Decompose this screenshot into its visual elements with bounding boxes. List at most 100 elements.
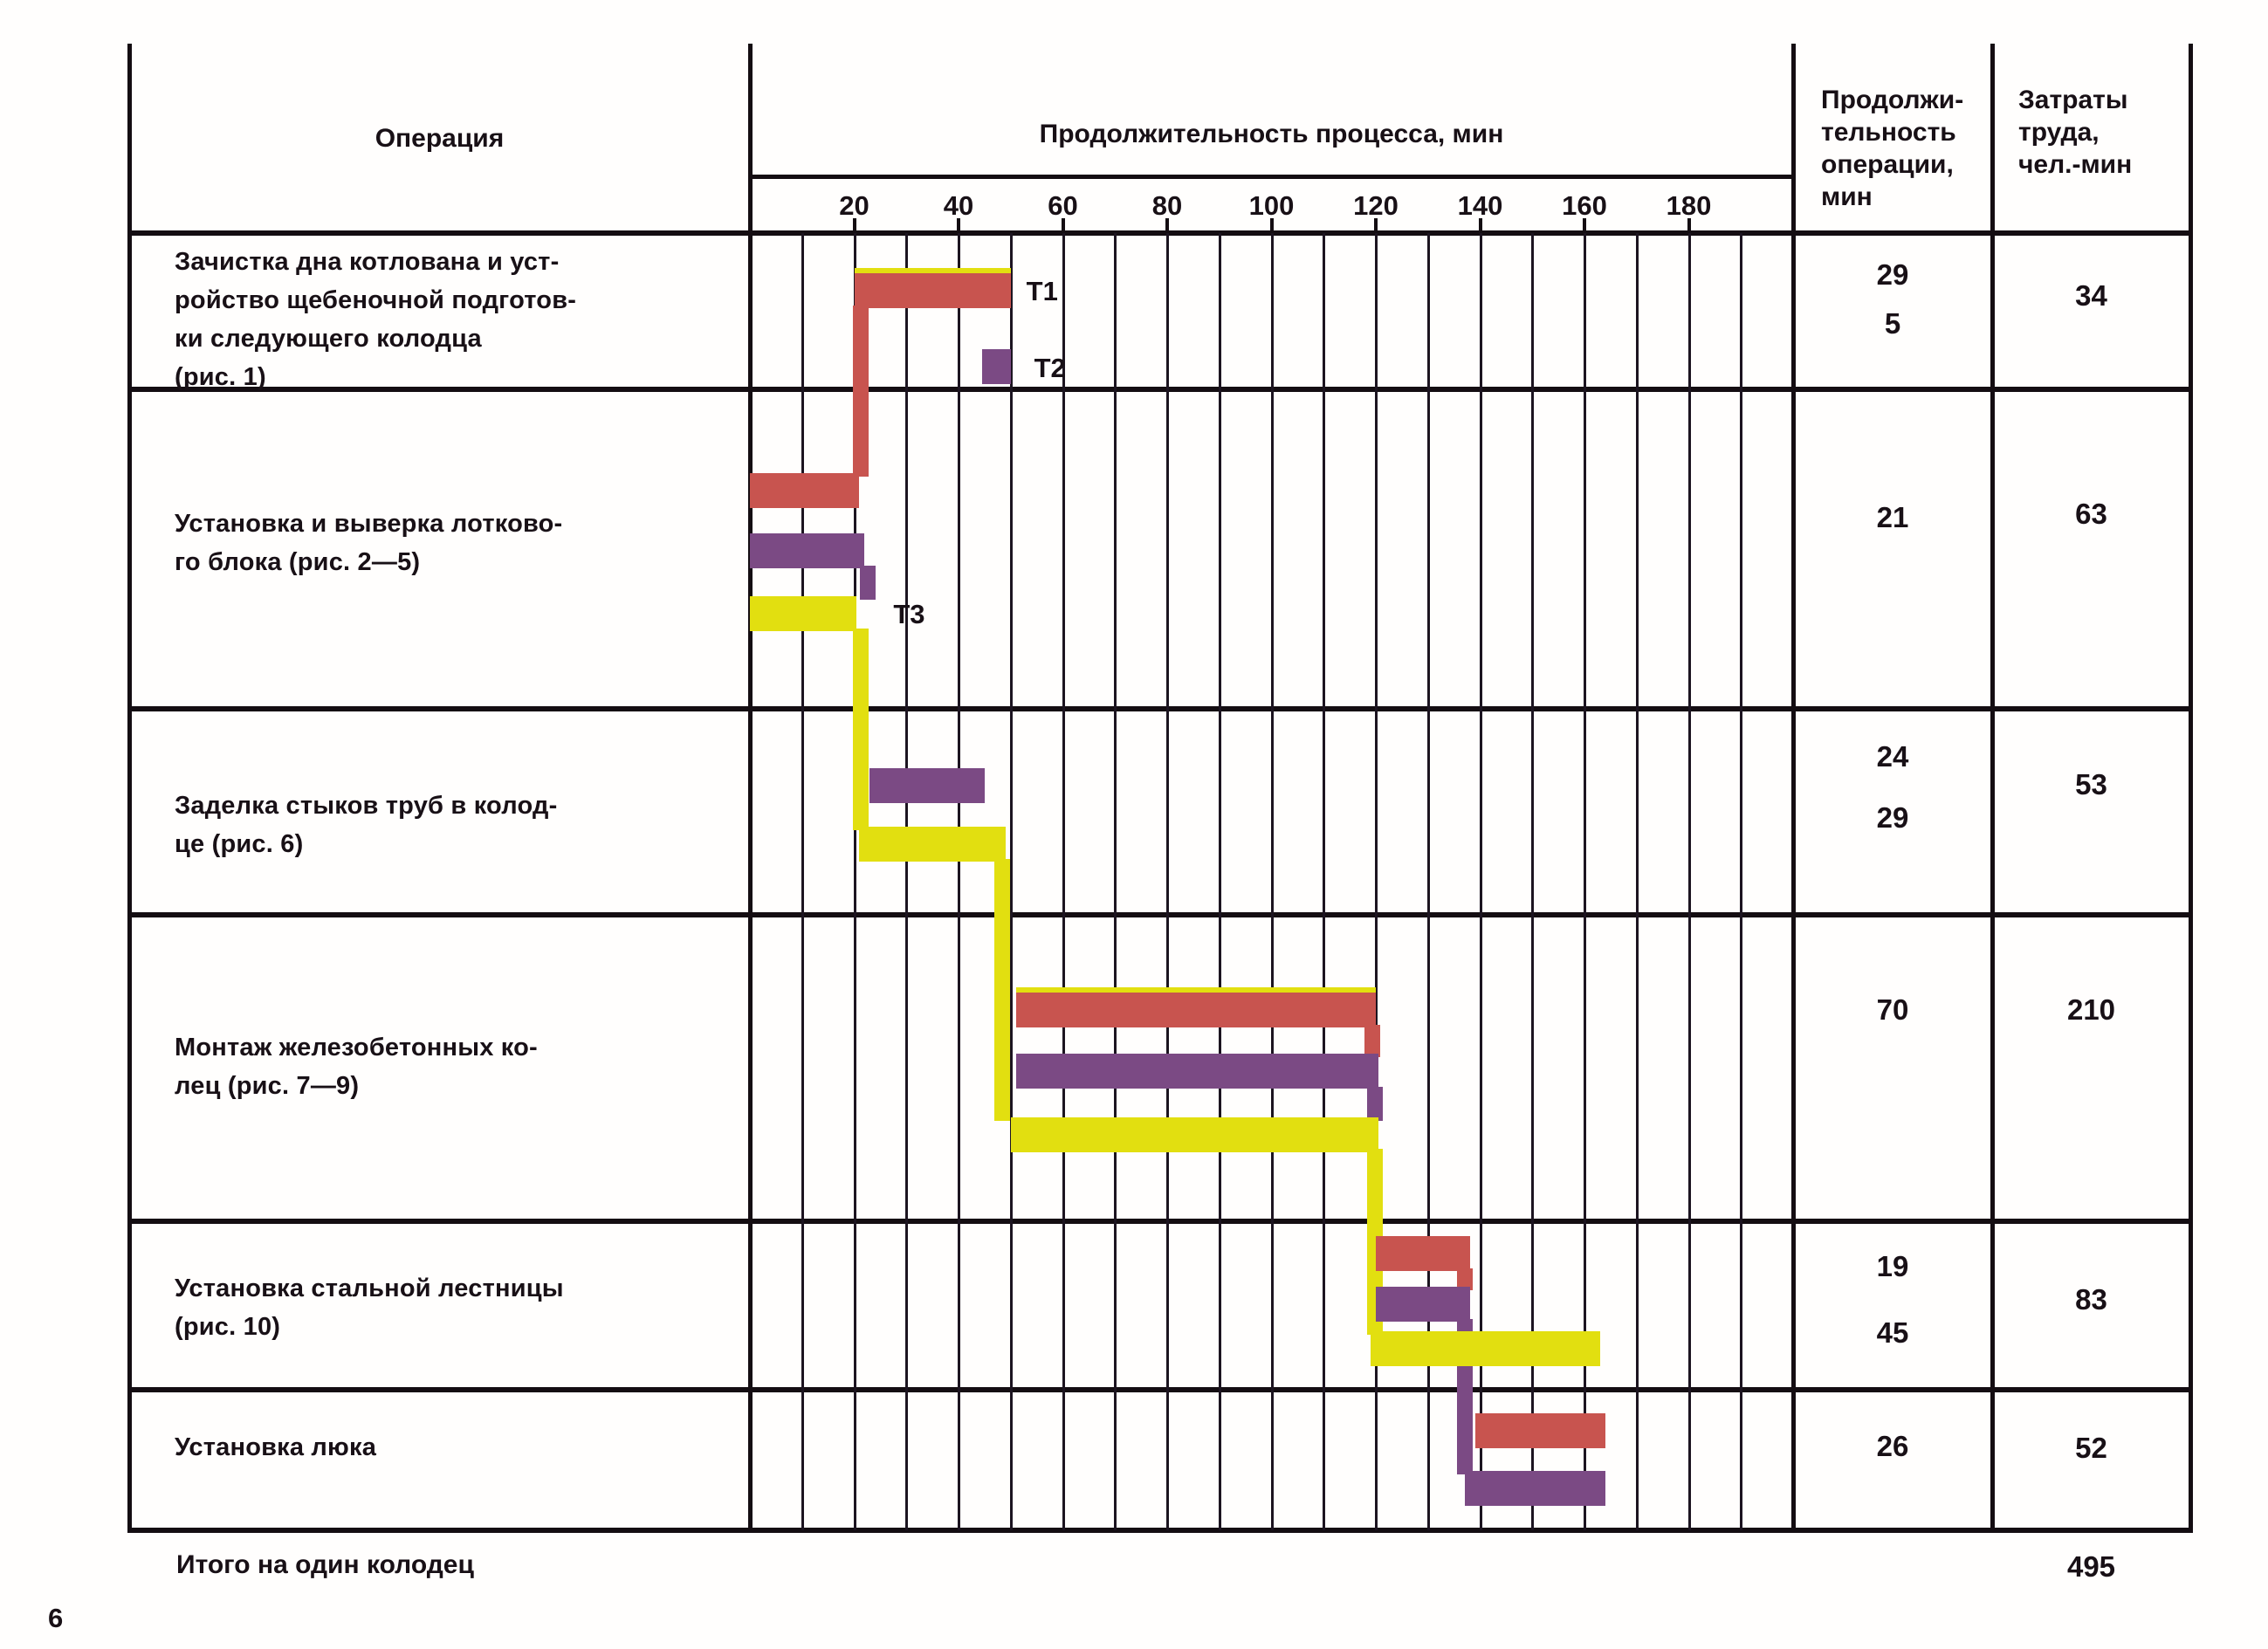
- axis-tick-label: 100: [1248, 190, 1295, 221]
- axis-tick: [1687, 218, 1691, 233]
- total-value: 495: [2066, 1550, 2116, 1583]
- operation-name: Заделка стыков труб в колод- це (рис. 6): [175, 792, 558, 858]
- axis-tick-label: 20: [839, 190, 869, 221]
- flow-connector-Т3: [852, 629, 869, 830]
- bar-Т2-row1: [981, 349, 1011, 384]
- duration-value: 29: [1876, 258, 1909, 291]
- table-border-vertical: [748, 44, 753, 1533]
- flow-label-Т2: Т2: [1034, 353, 1066, 383]
- labor-value: 52: [2075, 1432, 2107, 1464]
- flow-connector-Т3: [994, 859, 1011, 1121]
- process-duration-header: Продолжительность процесса, мин: [1039, 120, 1504, 148]
- axis-tick: [1374, 218, 1378, 233]
- grid-line: [905, 233, 909, 1530]
- flow-connector-Т1: [853, 306, 869, 477]
- table-border-vertical: [1791, 44, 1796, 1533]
- grid-line: [1062, 233, 1065, 1530]
- table-border-vertical: [127, 44, 132, 1533]
- bar-Т3-row2: [750, 596, 857, 631]
- axis-tick-label: 120: [1353, 190, 1399, 221]
- row-divider: [129, 1219, 2193, 1224]
- flow-label-Т1: Т1: [1026, 276, 1058, 306]
- duration-value: 70: [1876, 993, 1909, 1026]
- flow-connector-Т2: [1366, 1087, 1383, 1121]
- flow-connector-Т1: [1364, 1025, 1380, 1057]
- axis-tick-label: 60: [1048, 190, 1078, 221]
- grid-line: [1531, 233, 1535, 1530]
- labor-column-header: Затраты труда, чел.-мин: [2018, 86, 2133, 179]
- table-border-vertical: [2189, 44, 2193, 1533]
- grid-line: [1270, 233, 1274, 1530]
- chart-title-divider: [750, 175, 1793, 179]
- duration-value: 19: [1876, 1250, 1909, 1282]
- labor-value: 210: [2066, 993, 2116, 1026]
- bar-Т1-row4: [1015, 993, 1376, 1027]
- axis-tick-label: 140: [1457, 190, 1503, 221]
- grid-line: [1687, 233, 1691, 1530]
- row-divider: [129, 912, 2193, 917]
- operation-name: Зачистка дна котлована и уст- ройство ще…: [175, 248, 577, 391]
- duration-value: 29: [1876, 801, 1909, 834]
- row-divider: [129, 387, 2193, 392]
- axis-tick: [1061, 218, 1065, 233]
- axis-tick: [1165, 218, 1169, 233]
- axis-tick-label: 40: [943, 190, 974, 221]
- labor-value: 53: [2075, 768, 2107, 800]
- operation-column-header: Операция: [375, 124, 505, 153]
- bar-Т2-row3: [869, 768, 985, 803]
- grid-line: [853, 233, 856, 1530]
- bar-Т1-row2: [750, 473, 860, 508]
- axis-tick: [957, 218, 960, 233]
- operation-name: Установка и выверка лотково- го блока (р…: [175, 510, 563, 576]
- operation-name: Установка люка: [175, 1433, 377, 1461]
- duration-value: 5: [1884, 307, 1901, 340]
- grid-line: [1323, 233, 1326, 1530]
- labor-value: 63: [2075, 498, 2107, 530]
- axis-tick: [1478, 218, 1482, 233]
- bar-Т2-row4: [1015, 1054, 1378, 1089]
- grid-line: [801, 233, 804, 1530]
- bar-Т2-row6: [1464, 1471, 1605, 1506]
- operation-name: Монтаж железобетонных ко- лец (рис. 7—9): [175, 1034, 538, 1100]
- flow-connector-Т1: [1456, 1268, 1473, 1290]
- bar-Т1-row1: [854, 273, 1011, 308]
- table-border-vertical: [1990, 44, 1995, 1533]
- axis-tick: [1269, 218, 1274, 233]
- page-number: 6: [48, 1603, 64, 1633]
- duration-value: 24: [1876, 740, 1909, 773]
- axis-tick: [852, 218, 856, 233]
- bar-Т2-row2: [750, 533, 865, 568]
- duration-value: 21: [1876, 501, 1909, 533]
- flow-label-Т3: Т3: [893, 599, 925, 629]
- grid-line: [958, 233, 960, 1530]
- grid-line: [1166, 233, 1169, 1530]
- bar-Т3-row3: [859, 827, 1006, 862]
- row-divider: [129, 230, 2193, 236]
- total-label: Итого на один колодец: [176, 1550, 474, 1579]
- axis-tick-label: 160: [1562, 190, 1607, 221]
- duration-value: 26: [1876, 1430, 1909, 1462]
- bar-Т1-row5: [1376, 1236, 1470, 1271]
- grid-line: [1218, 233, 1221, 1530]
- labor-value: 34: [2075, 279, 2107, 312]
- grid-line: [1635, 233, 1639, 1530]
- duration-value: 45: [1876, 1316, 1909, 1349]
- labor-value: 83: [2075, 1283, 2107, 1316]
- grid-line: [1009, 233, 1013, 1530]
- operation-name: Установка стальной лестницы (рис. 10): [175, 1275, 564, 1341]
- grid-line: [1740, 233, 1743, 1530]
- grid-line: [1375, 233, 1378, 1530]
- flow-connector-Т2: [860, 566, 876, 600]
- operation-duration-header: Продолжи- тельность операции, мин: [1821, 86, 1964, 211]
- row-divider: [129, 706, 2193, 711]
- row-divider: [129, 1387, 2193, 1392]
- bar-Т1-row6: [1474, 1413, 1605, 1448]
- bar-Т2-row5: [1376, 1287, 1470, 1322]
- axis-tick: [1583, 218, 1586, 233]
- axis-tick-label: 180: [1666, 190, 1712, 221]
- bar-Т3-row4: [1010, 1117, 1378, 1152]
- grid-line: [1584, 233, 1586, 1530]
- bar-Т3-row5: [1371, 1331, 1600, 1366]
- axis-tick-label: 80: [1151, 190, 1183, 221]
